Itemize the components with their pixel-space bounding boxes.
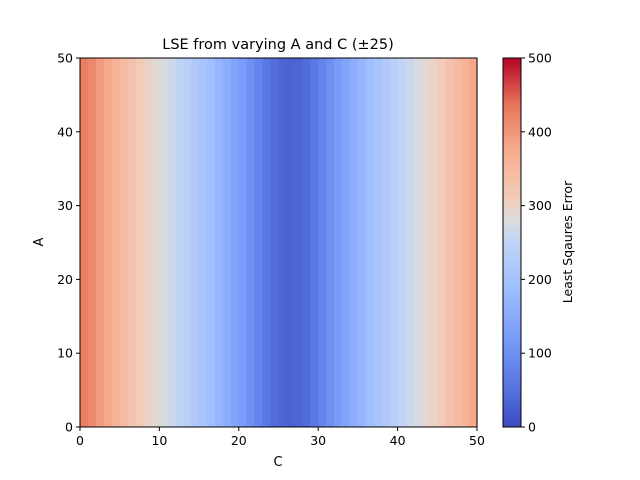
heatmap-column bbox=[413, 58, 423, 427]
heatmap-column bbox=[135, 58, 145, 427]
heatmap-column bbox=[159, 58, 168, 427]
heatmap-column bbox=[373, 58, 383, 427]
heatmap-column bbox=[334, 58, 343, 427]
y-tick-label: 50 bbox=[57, 51, 73, 66]
heatmap-column bbox=[286, 58, 295, 427]
heatmap-column bbox=[175, 58, 184, 427]
y-tick-label: 0 bbox=[65, 420, 73, 435]
colorbar-tick-label: 300 bbox=[528, 198, 552, 213]
heatmap-cells bbox=[80, 58, 478, 427]
heatmap-column bbox=[294, 58, 303, 427]
heatmap-column bbox=[127, 58, 137, 427]
colorbar-tick-label: 0 bbox=[528, 420, 536, 435]
heatmap-column bbox=[151, 58, 160, 427]
plot-frame bbox=[79, 57, 478, 428]
heatmap-column bbox=[111, 58, 121, 427]
heatmap-column bbox=[238, 58, 248, 427]
heatmap-column bbox=[453, 58, 462, 427]
colorbar-tick-label: 200 bbox=[528, 272, 552, 287]
x-tick-label: 0 bbox=[76, 433, 84, 448]
heatmap-column bbox=[103, 58, 113, 427]
y-tick-label: 20 bbox=[57, 272, 73, 287]
x-tick-label: 40 bbox=[390, 433, 406, 448]
heatmap-column bbox=[469, 58, 478, 427]
heatmap-column bbox=[183, 58, 192, 427]
colorbar-tick-label: 100 bbox=[528, 346, 552, 361]
heatmap-column bbox=[381, 58, 391, 427]
heatmap-column bbox=[445, 58, 454, 427]
x-tick-label: 10 bbox=[151, 433, 167, 448]
chart-title: LSE from varying A and C (±25) bbox=[162, 37, 394, 53]
y-tick-label: 40 bbox=[57, 124, 73, 139]
heatmap-column bbox=[191, 58, 200, 427]
x-tick-label: 50 bbox=[469, 433, 485, 448]
heatmap-column bbox=[167, 58, 176, 427]
heatmap-column bbox=[278, 58, 288, 427]
heatmap-column bbox=[326, 58, 335, 427]
heatmap-column bbox=[310, 58, 319, 427]
heatmap-column bbox=[87, 58, 97, 427]
heatmap-column bbox=[349, 58, 359, 427]
heatmap-column bbox=[80, 58, 89, 427]
x-axis-label: C bbox=[273, 455, 282, 470]
y-axis: 0 10 20 30 40 50 bbox=[57, 51, 80, 435]
heatmap-column bbox=[230, 58, 240, 427]
heatmap-column bbox=[254, 58, 264, 427]
heatmap-column bbox=[270, 58, 280, 427]
heatmap-column bbox=[421, 58, 430, 427]
colorbar-ticks: 0 100 200 300 400 500 bbox=[521, 51, 552, 435]
heatmap-column bbox=[262, 58, 272, 427]
heatmap-column bbox=[207, 58, 216, 427]
heatmap-column bbox=[302, 58, 311, 427]
y-axis-label: A bbox=[32, 237, 47, 246]
heatmap-column bbox=[437, 58, 446, 427]
colorbar-tick-label: 500 bbox=[528, 51, 552, 66]
colorbar-tick-label: 400 bbox=[528, 124, 552, 139]
heatmap-column bbox=[119, 58, 129, 427]
heatmap-column bbox=[365, 58, 375, 427]
heatmap-column bbox=[397, 58, 407, 427]
heatmap-column bbox=[342, 58, 351, 427]
colorbar-label: Least Sqaures Error bbox=[560, 180, 575, 303]
heatmap-column bbox=[214, 58, 224, 427]
y-tick-label: 10 bbox=[57, 346, 73, 361]
heatmap-column bbox=[199, 58, 208, 427]
x-tick-label: 20 bbox=[231, 433, 247, 448]
heatmap-column bbox=[246, 58, 256, 427]
colorbar bbox=[502, 57, 522, 428]
y-tick-label: 30 bbox=[57, 198, 73, 213]
heatmap-column bbox=[405, 58, 415, 427]
x-tick-label: 30 bbox=[310, 433, 326, 448]
heatmap-column bbox=[357, 58, 367, 427]
heatmap-column bbox=[429, 58, 438, 427]
heatmap-column bbox=[389, 58, 399, 427]
heatmap-column bbox=[222, 58, 232, 427]
heatmap-column bbox=[461, 58, 470, 427]
heatmap-column bbox=[318, 58, 327, 427]
x-axis: 0 10 20 30 40 50 bbox=[76, 427, 485, 448]
heatmap-column bbox=[95, 58, 105, 427]
heatmap-column bbox=[143, 58, 153, 427]
